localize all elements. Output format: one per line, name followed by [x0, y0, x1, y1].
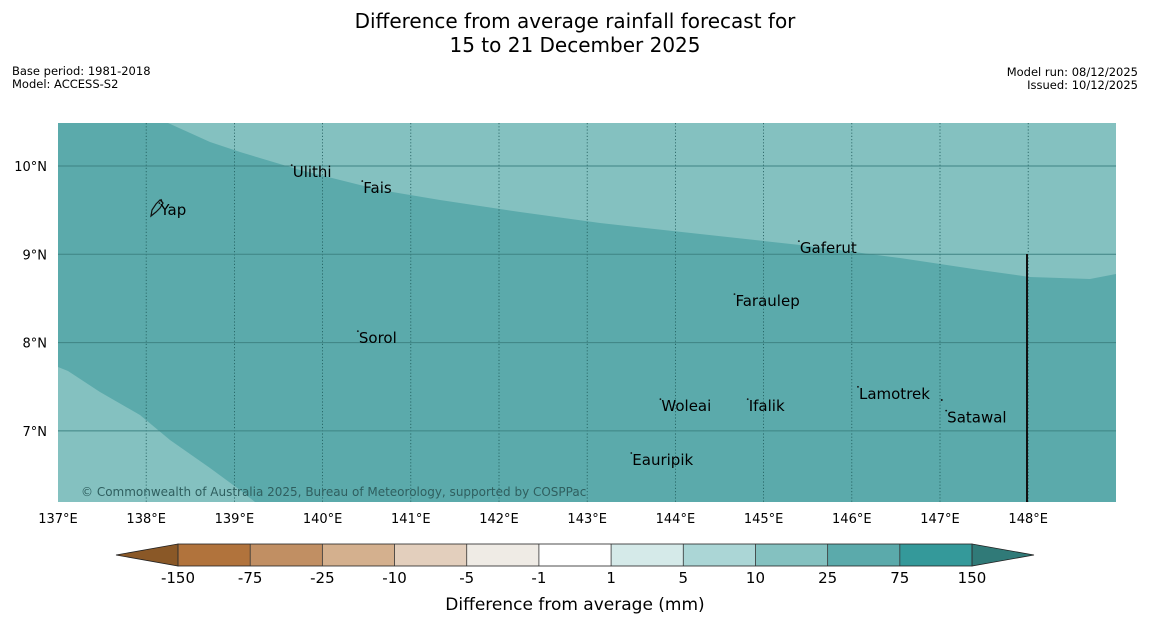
base-period-text: Base period: 1981-2018	[12, 64, 151, 78]
place-marker	[361, 180, 364, 182]
longitude-label: 148°E	[1008, 512, 1048, 527]
colorbar-tick-label: 150	[958, 569, 987, 587]
colorbar-swatch	[250, 544, 323, 566]
title-line-1: Difference from average rainfall forecas…	[354, 9, 796, 33]
metadata-right: Model run: 08/12/2025 Issued: 10/12/2025	[1007, 66, 1138, 92]
colorbar-label: Difference from average (mm)	[445, 595, 704, 615]
colorbar-tick-label: 25	[818, 569, 837, 587]
colorbar-swatch	[322, 544, 395, 566]
longitude-label: 145°E	[744, 512, 784, 527]
place-marker	[857, 385, 859, 388]
place-label-eauripik: Eauripik	[632, 451, 693, 469]
latitude-label: 7°N	[23, 425, 48, 440]
place-marker	[356, 330, 359, 333]
graticule	[58, 123, 1116, 502]
colorbar-tick-label: -10	[382, 569, 407, 587]
longitude-label: 143°E	[567, 512, 607, 527]
longitude-label: 141°E	[391, 512, 431, 527]
colorbar-tick-label: -1	[531, 569, 546, 587]
copyright-notice: © Commonwealth of Australia 2025, Bureau…	[81, 485, 586, 499]
longitude-label: 147°E	[920, 512, 960, 527]
place-marker	[158, 202, 161, 205]
colorbar-swatch	[178, 544, 251, 566]
place-marker	[630, 452, 633, 454]
latitude-label: 9°N	[23, 248, 48, 263]
place-marker	[659, 398, 662, 401]
longitude-label: 138°E	[126, 512, 166, 527]
place-label-sorol: Sorol	[359, 329, 397, 347]
latitude-label: 10°N	[14, 160, 47, 175]
islet-marker	[940, 398, 943, 401]
colorbar-overflow-triangle	[971, 543, 1035, 567]
place-marker	[945, 409, 948, 412]
latitude-label: 8°N	[23, 337, 48, 352]
longitude-label: 137°E	[38, 512, 78, 527]
model-text: Model: ACCESS-S2	[12, 77, 119, 91]
anomaly-zone-10-25-southwest	[58, 367, 255, 502]
yap-island-detail	[160, 198, 164, 205]
colorbar-swatch	[683, 544, 756, 566]
colorbar-swatch	[394, 544, 467, 566]
colorbar-tick-label: 5	[678, 569, 688, 587]
map-area	[58, 123, 1116, 502]
colorbar-swatch	[538, 544, 612, 566]
longitude-labels: 137°E 138°E 139°E 140°E 141°E 142°E 143°E 144°E…	[38, 512, 1048, 527]
place-marker	[797, 240, 800, 243]
issued-text: Issued: 10/12/2025	[1027, 78, 1138, 92]
map-title: Difference from average rainfall forecas…	[0, 9, 1150, 57]
anomaly-zone-10-25-north	[168, 123, 1116, 279]
colorbar-tick-label: 10	[746, 569, 765, 587]
place-label-satawal: Satawal	[947, 409, 1006, 427]
place-label-fais: Fais	[363, 179, 392, 197]
longitude-label: 144°E	[656, 512, 696, 527]
place-marker	[733, 293, 736, 295]
place-marker	[290, 164, 293, 167]
metadata-left: Base period: 1981-2018 Model: ACCESS-S2	[12, 65, 151, 91]
colorbar-underflow-triangle	[115, 543, 179, 567]
longitude-label: 146°E	[832, 512, 872, 527]
place-label-ulithi: Ulithi	[293, 163, 332, 181]
colorbar-tick-label: -25	[310, 569, 335, 587]
place-label-woleai: Woleai	[661, 397, 711, 415]
colorbar-tick-label: 1	[606, 569, 616, 587]
colorbar-swatch	[466, 544, 539, 566]
place-label-gaferut: Gaferut	[800, 239, 857, 257]
title-line-2: 15 to 21 December 2025	[449, 33, 701, 57]
place-label-yap: Yap	[159, 201, 186, 219]
place-marker	[746, 398, 749, 401]
colorbar-swatch	[755, 544, 828, 566]
colorbar: -150 -75 -25 -10 -5 -1 1 5 10 25 75 150	[115, 543, 1035, 587]
colorbar-tick-label: -5	[459, 569, 474, 587]
place-label-ifalik: Ifalik	[749, 397, 785, 415]
latitude-labels: 10°N 9°N 8°N 7°N	[14, 160, 47, 440]
place-label-faraulep: Faraulep	[735, 292, 799, 310]
model-run-text: Model run: 08/12/2025	[1006, 65, 1138, 79]
longitude-label: 139°E	[215, 512, 255, 527]
colorbar-tick-label: 75	[890, 569, 909, 587]
place-label-lamotrek: Lamotrek	[859, 385, 930, 403]
colorbar-tick-label: -150	[161, 569, 195, 587]
longitude-label: 142°E	[479, 512, 519, 527]
colorbar-swatch	[827, 544, 900, 566]
colorbar-swatch	[899, 544, 972, 566]
place-labels: Yap Ulithi Fais Gaferut Faraulep Sorol Woleai I…	[158, 163, 1007, 469]
colorbar-tick-label: -75	[238, 569, 263, 587]
colorbar-swatch	[611, 544, 684, 566]
longitude-label: 140°E	[303, 512, 343, 527]
